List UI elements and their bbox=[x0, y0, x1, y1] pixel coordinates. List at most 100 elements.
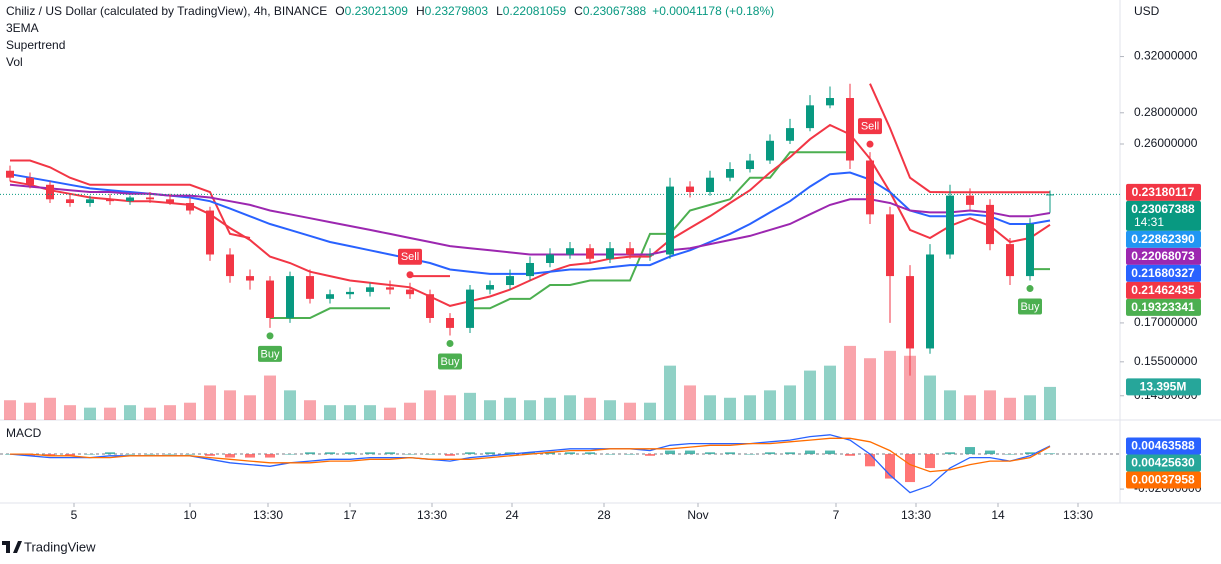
volume-bar bbox=[724, 397, 736, 420]
volume-bar bbox=[104, 407, 116, 420]
price-label-box bbox=[1126, 247, 1201, 265]
macd-hist bbox=[625, 454, 635, 455]
price-tick-label: 0.17000000 bbox=[1134, 315, 1198, 329]
indicator-name: Vol bbox=[6, 55, 23, 69]
volume-bar bbox=[864, 358, 876, 420]
volume-bar bbox=[464, 392, 476, 420]
candle-body bbox=[506, 276, 514, 286]
price-label: 0.21462435 bbox=[1131, 283, 1195, 297]
volume-bar bbox=[444, 395, 456, 420]
volume-bar bbox=[124, 405, 136, 420]
macd-hist bbox=[565, 452, 575, 455]
macd-hist bbox=[585, 452, 595, 455]
macd-hist bbox=[365, 452, 375, 455]
macd-hist bbox=[685, 450, 695, 455]
price-change: +0.00041178 (+0.18%) bbox=[652, 4, 774, 18]
price-label: 0.23067388 bbox=[1131, 202, 1195, 216]
candle-body bbox=[26, 177, 34, 185]
macd-hist bbox=[465, 452, 475, 455]
indicator-name: Supertrend bbox=[6, 38, 65, 52]
volume-bar bbox=[244, 395, 256, 420]
price-tick-label: 0.26000000 bbox=[1134, 136, 1198, 150]
time-tick-label: Nov bbox=[687, 508, 708, 522]
signal-box bbox=[858, 118, 882, 135]
candle-body bbox=[766, 140, 774, 161]
price-label-countdown: 14:31 bbox=[1134, 215, 1164, 229]
signal-box bbox=[1018, 298, 1042, 315]
candle-body bbox=[546, 254, 554, 263]
ohlc-key: H bbox=[416, 4, 425, 18]
volume-bar bbox=[924, 375, 936, 420]
candle-body bbox=[186, 203, 194, 211]
candle-body bbox=[146, 197, 154, 200]
candle-body bbox=[826, 98, 834, 106]
volume-bar bbox=[844, 345, 856, 420]
price-label: 0.23180117 bbox=[1132, 185, 1195, 199]
macd-title: MACD bbox=[6, 426, 42, 440]
volume-bar bbox=[984, 390, 996, 420]
volume-bar bbox=[264, 375, 276, 420]
volume-bar bbox=[544, 397, 556, 420]
price-label: 0.21680327 bbox=[1131, 266, 1195, 280]
volume-bar bbox=[1044, 386, 1056, 420]
volume-bar bbox=[24, 402, 36, 420]
time-tick-label: 14 bbox=[991, 508, 1005, 522]
volume-bar bbox=[1024, 395, 1036, 420]
candle-body bbox=[966, 195, 974, 205]
candle-body bbox=[286, 276, 294, 318]
macd-hist bbox=[805, 450, 815, 455]
volume-bar bbox=[824, 365, 836, 420]
macd-hist bbox=[185, 454, 195, 455]
macd-hist bbox=[905, 454, 915, 483]
volume-bar bbox=[624, 402, 636, 420]
indicator-name: 3EMA bbox=[6, 21, 39, 35]
candle-body bbox=[806, 105, 814, 129]
price-tick-label: 0.15500000 bbox=[1134, 354, 1198, 368]
brand-name: TradingView bbox=[24, 539, 96, 554]
candle-body bbox=[986, 204, 994, 245]
macd-hist bbox=[205, 454, 215, 456]
candle-body bbox=[706, 177, 714, 192]
macd-label-box bbox=[1126, 454, 1201, 472]
candle-body bbox=[126, 197, 134, 202]
candle-body bbox=[386, 287, 394, 290]
volume-bar bbox=[604, 400, 616, 420]
volume-bar bbox=[684, 385, 696, 420]
candle-body bbox=[266, 280, 274, 318]
macd-hist bbox=[245, 454, 255, 458]
macd-hist bbox=[125, 454, 135, 455]
candle-body bbox=[626, 248, 634, 255]
price-label-box bbox=[1126, 183, 1201, 201]
candle-body bbox=[306, 276, 314, 299]
macd-hist bbox=[1025, 452, 1035, 455]
volume-bar bbox=[384, 407, 396, 420]
macd-hist bbox=[65, 454, 75, 456]
macd-hist bbox=[285, 454, 295, 455]
candle-body bbox=[206, 210, 214, 255]
macd-hist bbox=[925, 454, 935, 469]
brand-logo bbox=[2, 541, 22, 553]
volume-bar bbox=[164, 405, 176, 420]
time-tick-label: 13:30 bbox=[417, 508, 447, 522]
candle-body bbox=[666, 186, 674, 255]
volume-bar bbox=[324, 405, 336, 420]
candle-body bbox=[106, 199, 114, 202]
signal-dot bbox=[446, 339, 454, 347]
volume-bar bbox=[964, 395, 976, 420]
price-label-box bbox=[1126, 200, 1201, 231]
price-label: 0.22068073 bbox=[1131, 249, 1195, 263]
candle-body bbox=[86, 199, 94, 204]
supertrend-down bbox=[10, 83, 1050, 278]
volume-bar bbox=[764, 390, 776, 420]
macd-hist bbox=[725, 452, 735, 455]
macd-hist bbox=[45, 454, 55, 456]
candle-body bbox=[46, 184, 54, 200]
volume-bar bbox=[744, 395, 756, 420]
candle-body bbox=[406, 289, 414, 295]
macd-hist bbox=[705, 452, 715, 455]
ohlc-value: 0.23279803 bbox=[425, 4, 489, 18]
volume-bar bbox=[404, 402, 416, 420]
macd-hist bbox=[845, 454, 855, 456]
volume-bar bbox=[304, 400, 316, 420]
candle-body bbox=[686, 186, 694, 192]
